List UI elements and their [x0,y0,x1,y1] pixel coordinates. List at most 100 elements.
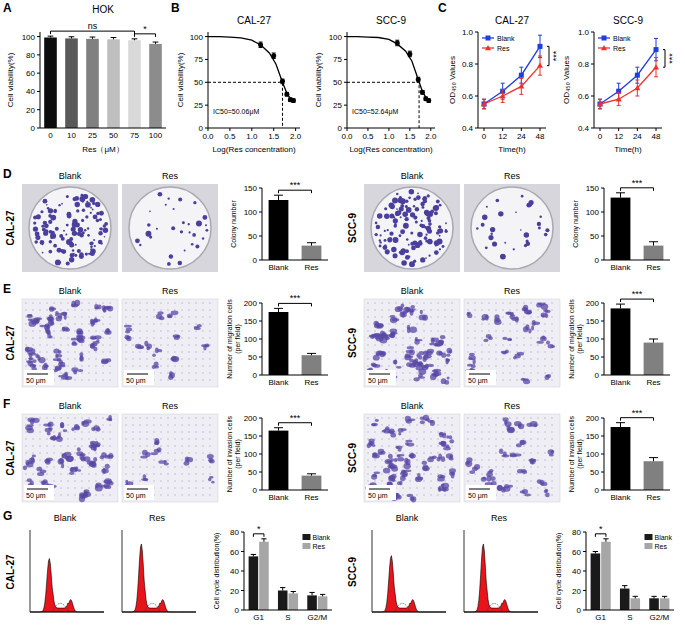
marks [208,37,296,128]
colony [405,255,410,260]
pore [174,351,176,353]
colony [417,192,419,194]
pore [388,323,390,325]
pore [423,323,425,325]
significance-bracket [135,34,156,37]
pore [153,337,155,339]
cell [64,372,68,377]
colony [77,232,81,236]
pore [474,323,476,325]
x-tick-label: 50 [109,131,118,140]
row-label: SCC-9 [347,213,358,243]
pore [437,302,439,304]
error-bar [501,90,505,103]
cell [412,361,419,367]
pore [167,309,169,311]
cell [62,312,67,317]
pore [195,379,197,381]
error-bar [132,39,138,40]
x-axis [262,375,328,376]
x-tick-label: 12 [498,132,507,141]
line-chart: 0.40.60.81.00122448CAL-27Time(h)OD₄₅₀ Va… [448,15,561,154]
cell [469,353,475,356]
pore [109,459,111,461]
pore [88,358,90,360]
pore [125,323,127,325]
axis-title: Res（μM） [82,145,124,154]
cell [71,301,76,307]
colony [428,254,430,256]
pore [67,480,69,482]
cell [71,338,77,341]
x-tick [208,128,209,131]
pore [139,358,141,360]
colony-plate-image [122,184,218,272]
colony [409,189,414,194]
colony [415,207,419,211]
pore [181,351,183,353]
pore [537,351,539,353]
cell [92,343,98,347]
colony [526,239,529,242]
x-tick-label: 2.0 [290,132,302,141]
pore [409,372,411,374]
colony-plate-image [22,184,118,272]
x-tick-label: 24 [517,132,526,141]
pore [509,309,511,311]
pore [381,365,383,367]
pore [81,316,83,318]
pore [551,365,553,367]
y-axis [594,32,595,128]
marks [611,304,664,375]
colony [101,242,103,244]
cell [156,314,162,319]
pore [395,337,397,339]
colony [202,215,207,220]
series-line [208,37,293,102]
cell [95,485,103,491]
colony [421,206,424,209]
pore [537,330,539,332]
pore [102,379,104,381]
cell [58,432,61,438]
pore [537,372,539,374]
cell [35,319,39,322]
bar [611,308,631,375]
y-tick [601,357,604,358]
colony [95,202,100,207]
pore [81,344,83,346]
marker [634,85,640,90]
x-tick [521,128,522,131]
pore [88,487,90,489]
axis-title: Number of migration cells(per field) [568,299,584,379]
legend-marker [602,36,607,41]
significance-bracket [621,299,654,302]
pore [74,494,76,496]
pore [430,372,432,374]
pore [209,316,211,318]
pore [125,344,127,346]
marker [653,64,659,69]
pore [488,344,490,346]
dish [371,187,453,269]
bar-chart: 050100150200BlankRes***Number of migrati… [568,289,670,387]
pore [60,309,62,311]
error-bar [616,193,625,198]
colony [48,220,52,224]
marks [269,195,322,260]
y-tick [37,54,40,55]
panel-letter: B [171,1,180,15]
colony [389,237,393,241]
pore [495,344,497,346]
pore [53,330,55,332]
colony [400,204,404,208]
cell [431,373,439,377]
pore [495,351,497,353]
cell [30,364,36,368]
axis-title-line: OD₄₅₀ Values [448,56,457,104]
legend-marker [601,45,607,50]
panel-letter: D [3,167,12,181]
cell [379,352,385,357]
colony [42,252,44,254]
significance-label: *** [632,289,643,299]
